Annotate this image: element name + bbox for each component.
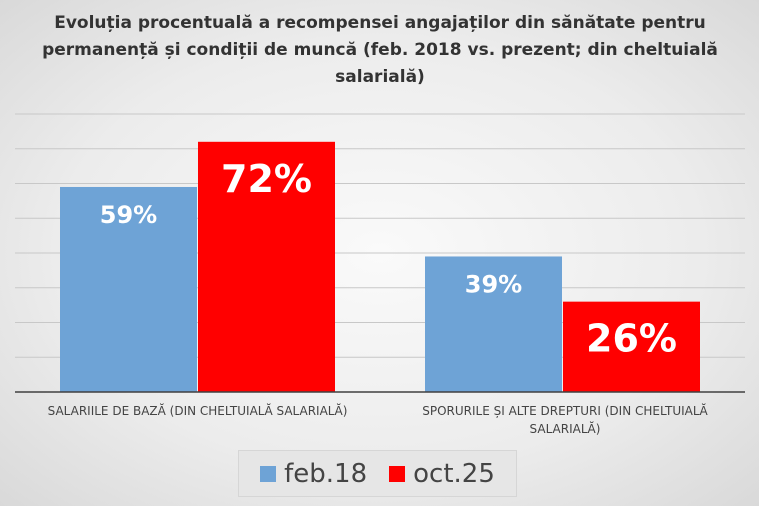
- bar-oct.25-1: [563, 301, 700, 392]
- data-label: 72%: [221, 157, 312, 201]
- legend-label: feb.18: [284, 458, 368, 489]
- legend-swatch: [260, 465, 277, 482]
- data-label: 26%: [586, 317, 677, 361]
- category-label-0: SALARIILE DE BAZĂ (DIN CHELTUIALĂ SALARI…: [47, 404, 348, 418]
- chart-title: Evoluția procentuală a recompensei angaj…: [42, 13, 718, 87]
- legend-item-feb18: feb.18: [260, 459, 367, 489]
- legend-swatch: [389, 465, 406, 482]
- bar-feb.18-1: [425, 256, 562, 392]
- data-label: 39%: [465, 270, 522, 298]
- bar-feb.18-0: [60, 186, 197, 392]
- legend: feb.18 oct.25: [238, 450, 517, 497]
- legend-item-oct25: oct.25: [389, 459, 495, 489]
- bar-oct.25-0: [198, 141, 335, 392]
- legend-label: oct.25: [413, 458, 495, 489]
- data-label: 59%: [100, 201, 157, 229]
- category-label-1: SPORURILE ȘI ALTE DREPTURI (DIN CHELTUIA…: [422, 404, 708, 436]
